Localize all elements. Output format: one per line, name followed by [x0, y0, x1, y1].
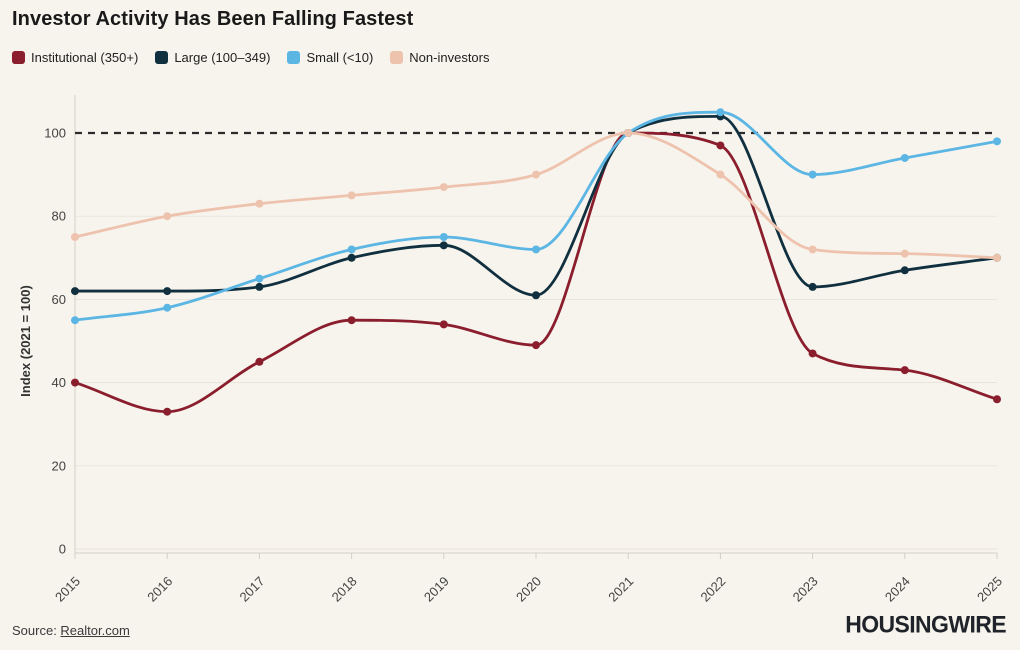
data-point: [808, 245, 817, 254]
data-point: [347, 253, 356, 262]
x-tick-label-2024: 2024: [882, 574, 913, 605]
data-point: [439, 320, 448, 329]
series-line-0: [73, 131, 999, 414]
series-line-2: [73, 110, 999, 322]
data-point: [347, 245, 356, 254]
legend-swatch-icon: [287, 51, 301, 64]
legend-label: Institutional (350+): [31, 50, 139, 65]
legend-label: Non-investors: [409, 50, 490, 65]
legend-label: Large (100–349): [174, 50, 271, 65]
data-point: [624, 129, 633, 137]
legend-swatch-icon: [155, 51, 169, 64]
data-point: [163, 212, 172, 221]
x-tick-label-2016: 2016: [144, 574, 175, 605]
data-point: [900, 266, 909, 275]
y-tick-label-40: 40: [52, 375, 66, 390]
x-tick-label-2025: 2025: [974, 574, 1005, 605]
data-point: [71, 378, 79, 387]
data-point: [163, 407, 172, 416]
x-tick-label-2020: 2020: [513, 574, 544, 605]
legend-swatch-icon: [390, 51, 404, 64]
data-point: [163, 287, 172, 296]
brand-logo: HOUSINGWIRE: [845, 610, 1006, 638]
data-point: [993, 253, 1001, 262]
data-point: [716, 108, 725, 117]
series-line-3: [73, 131, 999, 260]
y-tick-label-20: 20: [52, 458, 66, 473]
x-tick-label-2015: 2015: [52, 574, 83, 605]
data-point: [808, 282, 817, 291]
x-tick-label-2017: 2017: [236, 574, 267, 605]
data-point: [439, 233, 448, 241]
data-point: [255, 274, 264, 283]
data-point: [347, 316, 356, 325]
data-point: [439, 183, 448, 192]
x-tick-label-2022: 2022: [697, 574, 728, 605]
data-point: [532, 170, 540, 179]
data-point: [255, 357, 264, 366]
data-point: [993, 395, 1001, 404]
data-point: [532, 245, 540, 254]
data-point: [716, 141, 725, 150]
data-point: [716, 170, 725, 179]
data-point: [532, 291, 540, 300]
y-tick-label-80: 80: [52, 209, 66, 224]
x-tick-label-2021: 2021: [605, 574, 636, 605]
legend-item-1: Large (100–349): [155, 50, 270, 65]
page-title: Investor Activity Has Been Falling Faste…: [12, 8, 414, 30]
y-tick-label-60: 60: [52, 292, 66, 307]
data-point: [808, 349, 817, 358]
footer: Source: Realtor.com HOUSINGWIRE: [0, 610, 1020, 638]
data-point: [163, 303, 172, 312]
legend-item-0: Institutional (350+): [12, 50, 138, 65]
y-tick-label-0: 0: [59, 542, 66, 557]
data-point: [808, 170, 817, 179]
source-note: Source: Realtor.com: [12, 623, 130, 638]
data-point: [255, 199, 264, 208]
data-point: [900, 153, 909, 162]
data-point: [255, 282, 264, 291]
y-tick-label-100: 100: [44, 126, 66, 141]
data-point: [71, 316, 79, 325]
source-prefix: Source:: [12, 623, 61, 638]
data-point: [900, 249, 909, 258]
data-point: [71, 287, 79, 296]
source-link[interactable]: Realtor.com: [60, 623, 130, 638]
legend-label: Small (<10): [306, 50, 374, 65]
x-tick-label-2023: 2023: [790, 574, 821, 605]
legend-swatch-icon: [12, 51, 25, 64]
data-point: [439, 241, 448, 250]
data-point: [532, 341, 540, 350]
data-point: [993, 137, 1001, 146]
legend-item-3: Non-investors: [390, 50, 490, 65]
legend-item-2: Small (<10): [287, 50, 373, 65]
y-axis-title: Index (2021 = 100): [18, 285, 33, 397]
series-line-1: [73, 114, 999, 297]
data-point: [900, 366, 909, 375]
data-point: [71, 233, 79, 241]
legend: Institutional (350+) Large (100–349) Small…: [12, 50, 490, 65]
data-point: [347, 191, 356, 200]
x-tick-label-2019: 2019: [421, 574, 452, 605]
x-tick-label-2018: 2018: [329, 574, 360, 605]
